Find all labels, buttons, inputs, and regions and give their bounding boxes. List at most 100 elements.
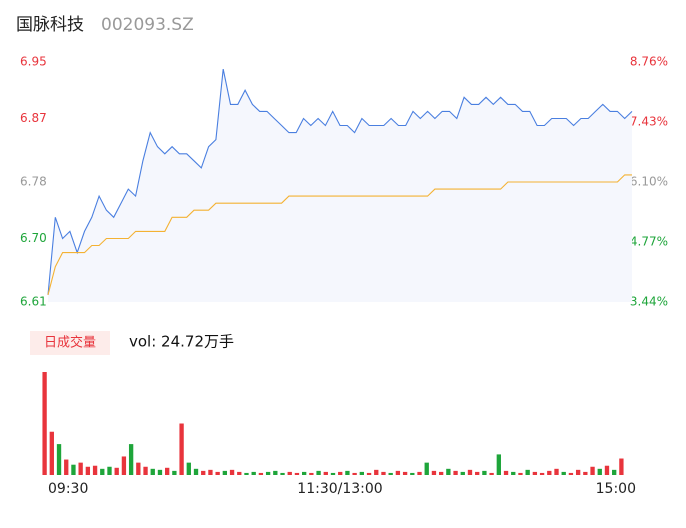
volume-bar xyxy=(165,467,170,475)
volume-bar xyxy=(597,468,602,475)
volume-bar xyxy=(179,423,184,475)
volume-bar xyxy=(575,469,581,475)
volume-bar xyxy=(287,471,292,475)
volume-bar xyxy=(71,464,76,475)
volume-bar xyxy=(438,471,444,475)
volume-bar xyxy=(496,454,501,475)
volume-bar xyxy=(431,470,437,475)
volume-bar xyxy=(612,469,617,475)
average-line xyxy=(47,174,632,296)
volume-bar xyxy=(114,467,119,475)
volume-bar xyxy=(511,471,516,475)
volume-bar xyxy=(208,469,213,475)
y-tick-label: 6.78 xyxy=(20,175,47,189)
volume-bar xyxy=(121,456,127,475)
volume-bar xyxy=(446,468,451,475)
x-tick-label: 09:30 xyxy=(48,481,88,497)
stock-name: 国脉科技 xyxy=(16,15,84,35)
volume-bar xyxy=(215,471,220,475)
volume-bar xyxy=(193,468,199,475)
volume-bar xyxy=(172,470,177,475)
y2-tick-label: 6.10% xyxy=(630,175,668,189)
volume-bar xyxy=(128,444,134,475)
x-tick-label: 11:30/13:00 xyxy=(297,481,382,497)
price-area xyxy=(48,69,632,302)
volume-bar xyxy=(186,462,191,475)
y2-tick-label: 3.44% xyxy=(630,295,668,309)
volume-bar xyxy=(482,470,487,475)
volume-tab[interactable] xyxy=(30,331,110,355)
volume-bar xyxy=(251,471,256,475)
volume-bar xyxy=(265,471,271,475)
volume-bar xyxy=(460,471,465,475)
volume-bar xyxy=(338,471,343,475)
volume-bar xyxy=(345,470,350,475)
volume-bar xyxy=(381,471,386,475)
volume-bar xyxy=(258,472,264,475)
volume-bar xyxy=(49,431,54,475)
volume-summary: vol: 24.72万手 xyxy=(129,333,234,351)
volume-bar xyxy=(590,466,595,475)
volume-bar xyxy=(402,471,408,475)
volume-bar xyxy=(85,466,91,475)
volume-bar xyxy=(475,471,480,475)
y2-tick-label: 4.77% xyxy=(630,235,668,249)
volume-bar xyxy=(561,471,566,475)
volume-bar xyxy=(273,470,278,475)
volume-bar xyxy=(467,469,473,475)
y-tick-label: 6.61 xyxy=(20,295,47,309)
stock-code: 002093.SZ xyxy=(101,15,194,35)
volume-bar xyxy=(395,470,401,475)
volume-bar xyxy=(388,472,393,475)
volume-bar xyxy=(92,465,98,475)
volume-bar xyxy=(547,470,552,475)
volume-bar xyxy=(78,462,83,475)
volume-bar xyxy=(410,472,415,475)
volume-bar xyxy=(619,458,624,475)
volume-bar xyxy=(532,471,538,475)
price-line xyxy=(47,68,633,295)
volume-bar xyxy=(143,466,148,475)
volume-bar xyxy=(366,472,372,475)
volume-bar xyxy=(453,470,458,475)
y-tick-label: 6.87 xyxy=(20,111,47,125)
volume-bar xyxy=(301,471,307,475)
volume-bar xyxy=(316,470,321,475)
volume-bar xyxy=(201,470,206,475)
volume-bar xyxy=(424,462,429,475)
y2-tick-label: 8.76% xyxy=(630,55,668,69)
volume-bar xyxy=(525,469,530,475)
volume-bar xyxy=(583,471,588,475)
volume-bar xyxy=(554,468,559,475)
volume-bar xyxy=(374,469,379,475)
volume-bar xyxy=(518,472,523,475)
volume-bar xyxy=(56,444,62,475)
volume-bar xyxy=(489,472,494,475)
volume-bar xyxy=(323,471,328,475)
volume-bar xyxy=(417,471,422,475)
volume-bar xyxy=(150,468,155,475)
volume-bar xyxy=(42,372,47,475)
y2-tick-label: 7.43% xyxy=(630,115,668,129)
volume-label[interactable]: 日成交量 xyxy=(44,335,96,351)
volume-bar xyxy=(503,470,509,475)
x-tick-label: 15:00 xyxy=(596,481,636,497)
volume-bar xyxy=(309,472,314,475)
volume-bar xyxy=(229,469,235,475)
volume-bar xyxy=(100,468,105,475)
volume-bar xyxy=(330,472,336,475)
volume-bar xyxy=(64,459,69,475)
y-tick-label: 6.95 xyxy=(20,55,47,69)
volume-bar xyxy=(244,472,249,475)
volume-bar xyxy=(237,471,242,475)
volume-bar xyxy=(136,462,141,475)
volume-bar xyxy=(539,472,545,475)
volume-bar xyxy=(280,472,285,475)
volume-bar xyxy=(107,466,112,475)
y-tick-label: 6.70 xyxy=(20,231,47,245)
volume-bar xyxy=(157,469,163,475)
volume-bar xyxy=(352,472,357,475)
volume-bar xyxy=(222,470,228,475)
volume-bar xyxy=(604,465,610,475)
